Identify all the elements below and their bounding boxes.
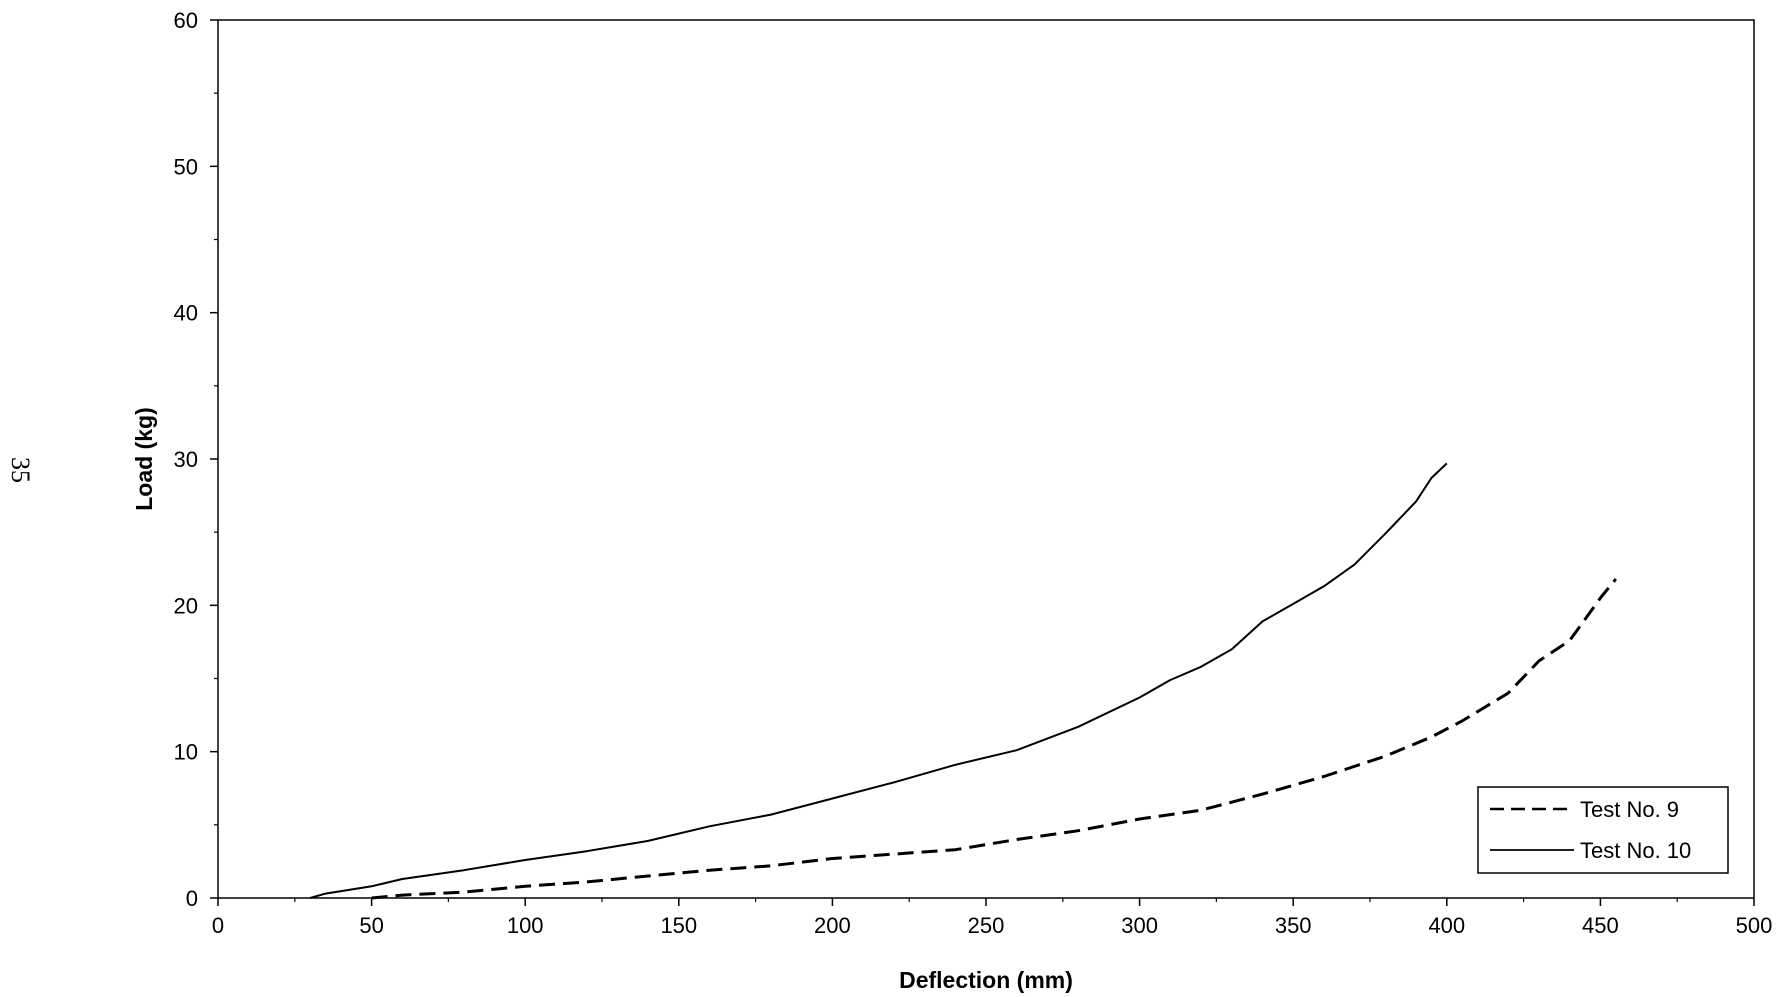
y-tick-label: 0 (186, 886, 198, 911)
x-tick-label: 300 (1121, 913, 1158, 938)
y-tick-label: 30 (174, 447, 198, 472)
x-tick-label: 0 (212, 913, 224, 938)
x-tick-label: 450 (1582, 913, 1619, 938)
y-tick-label: 40 (174, 301, 198, 326)
y-tick-label: 50 (174, 154, 198, 179)
y-tick-label: 60 (174, 8, 198, 33)
x-tick-label: 100 (507, 913, 544, 938)
x-tick-label: 200 (814, 913, 851, 938)
plot-area (217, 19, 1755, 899)
x-tick-label: 150 (660, 913, 697, 938)
x-tick-label: 500 (1736, 913, 1773, 938)
series-line-test-9 (371, 578, 1617, 900)
x-axis-title: Deflection (mm) (899, 967, 1073, 993)
x-tick-label: 50 (359, 913, 383, 938)
legend-box (1477, 786, 1729, 874)
x-tick-label: 400 (1428, 913, 1465, 938)
x-tick-label: 250 (968, 913, 1005, 938)
y-tick-label: 10 (174, 740, 198, 765)
x-tick-label: 350 (1275, 913, 1312, 938)
series-line-test-10 (309, 462, 1448, 899)
y-tick-label: 20 (174, 593, 198, 618)
series-layer (309, 462, 1617, 900)
legend-label-test-10: Test No. 10 (1580, 838, 1691, 863)
y-axis: 0 10 20 30 40 50 60 (174, 8, 218, 911)
legend-label-test-9: Test No. 9 (1580, 797, 1679, 822)
page-number: 35 (6, 457, 35, 483)
x-axis: 0 50 100 150 200 250 300 350 400 450 500 (212, 898, 1772, 938)
y-axis-title: Load (kg) (131, 407, 157, 511)
legend: Test No. 9 Test No. 10 (1477, 786, 1729, 874)
